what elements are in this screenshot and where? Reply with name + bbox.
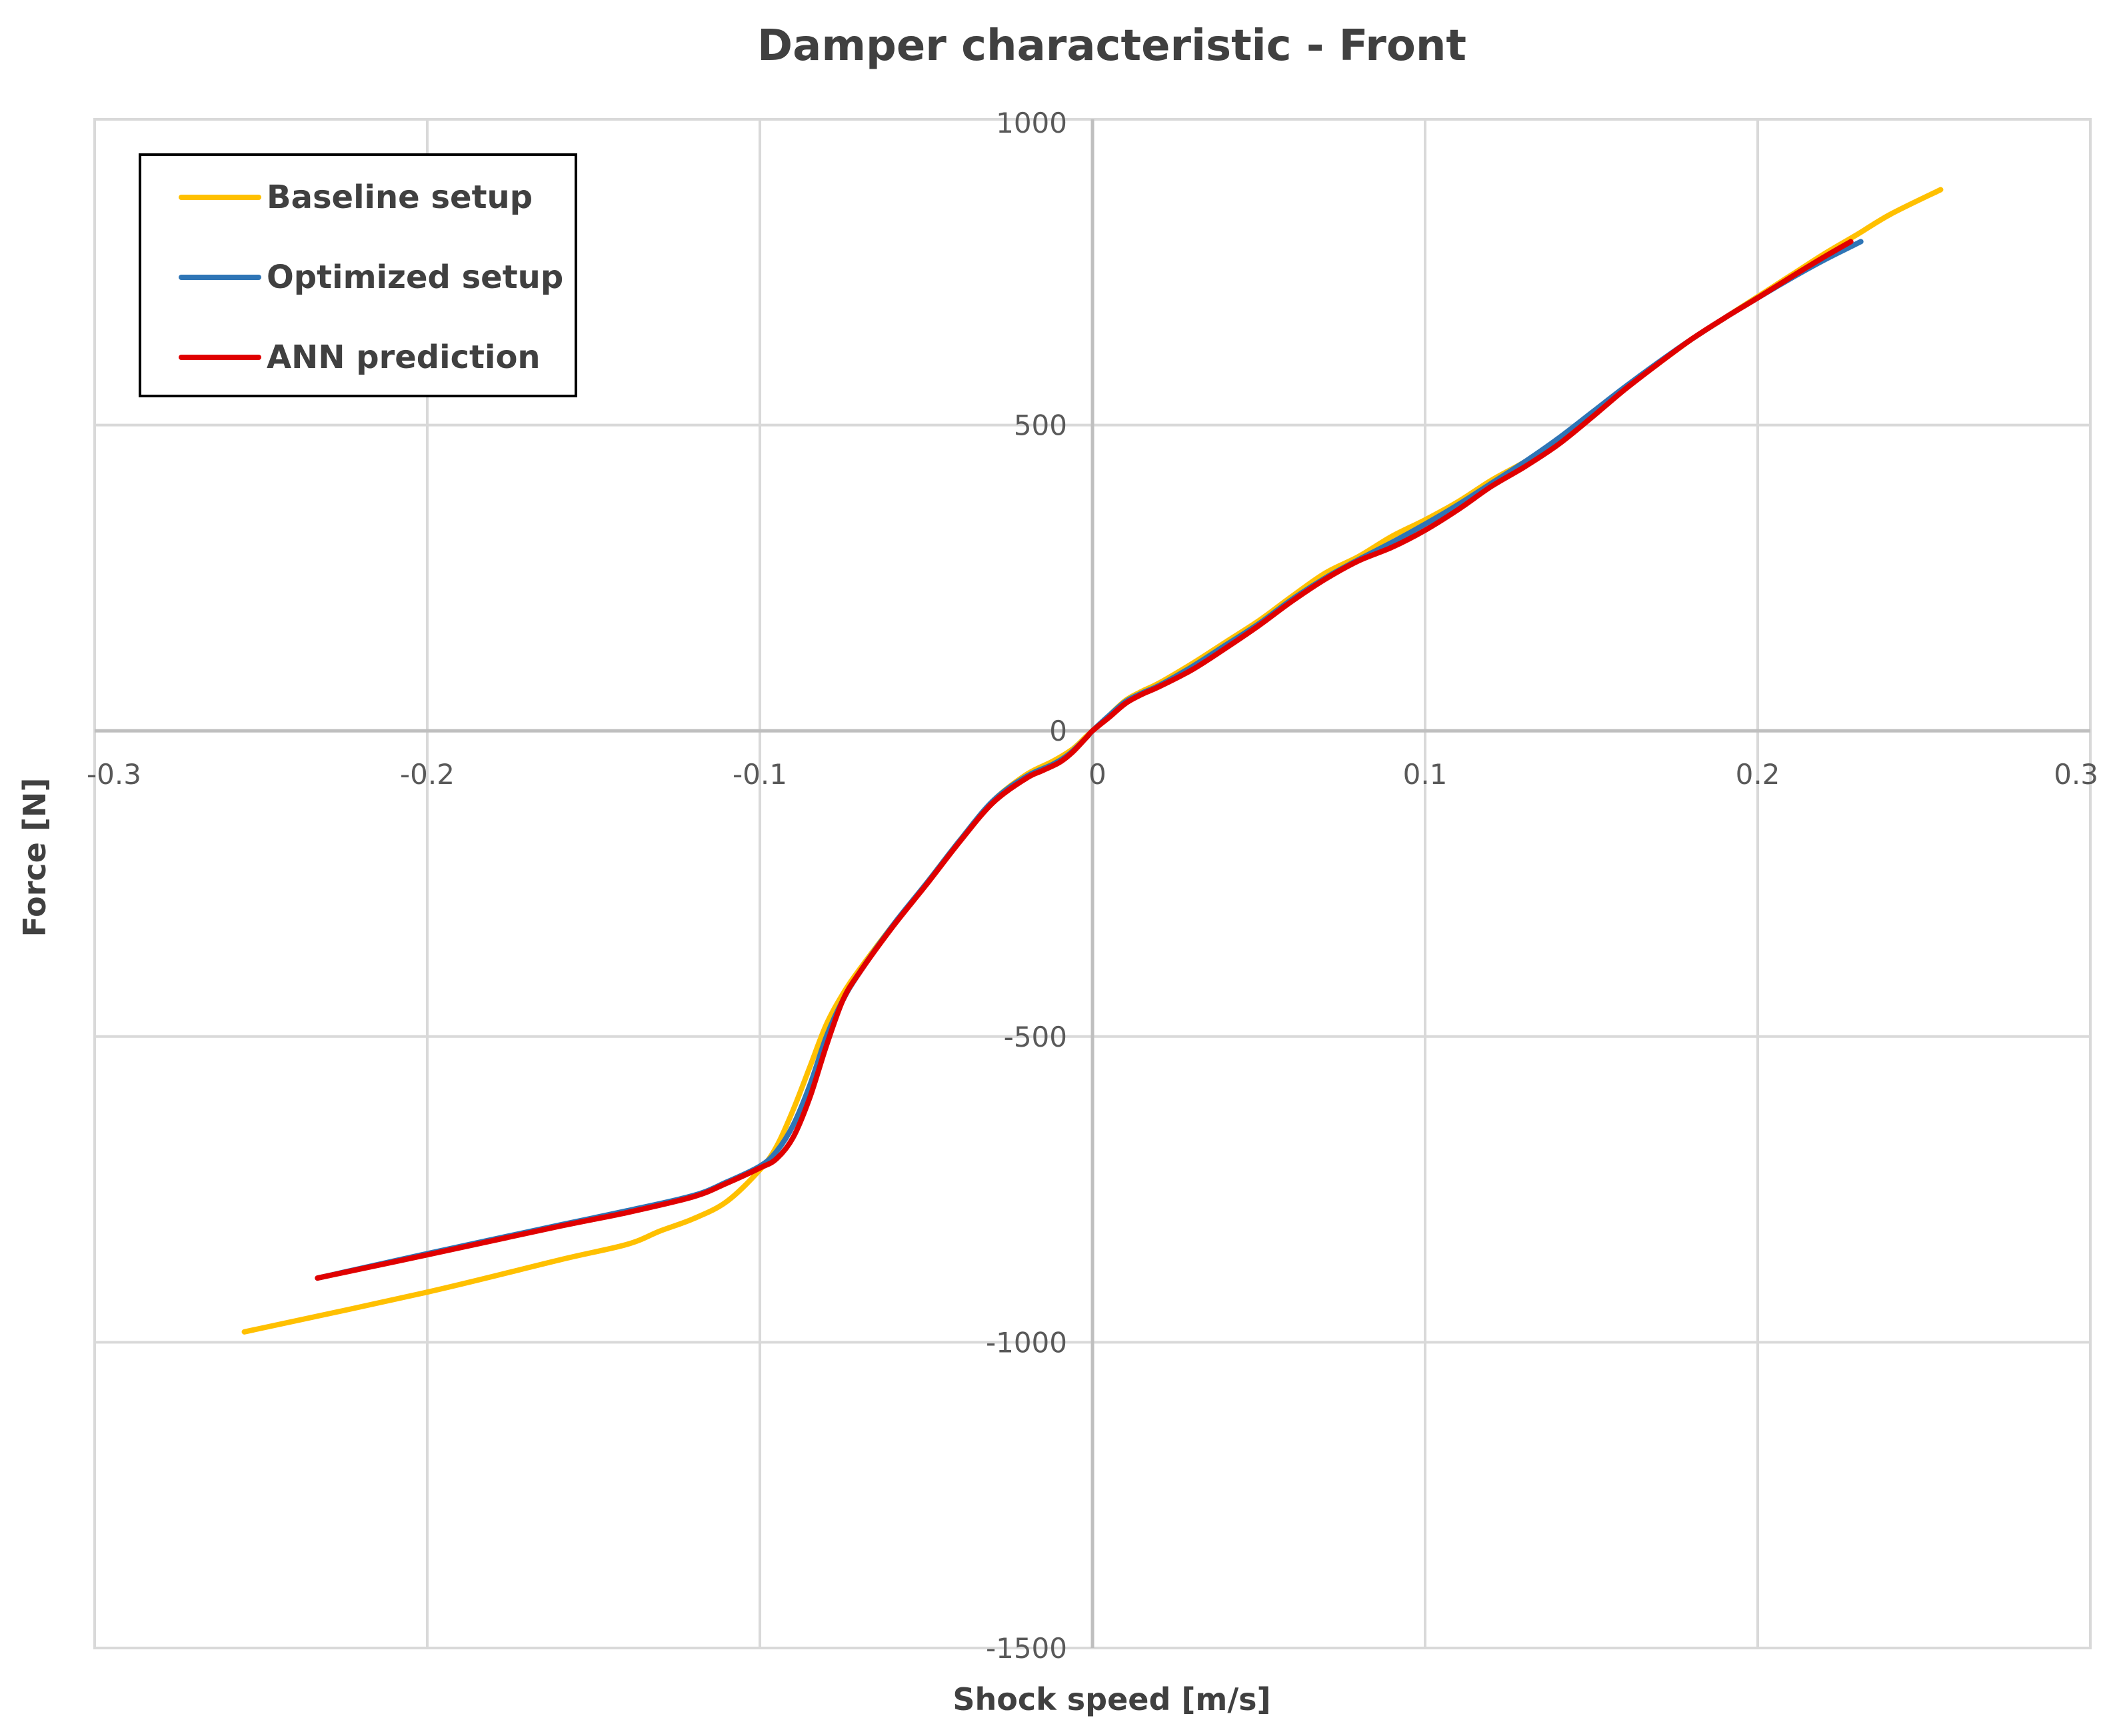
legend: Baseline setup Optimized setup ANN predict… bbox=[139, 153, 577, 397]
y-axis-title: Force [N] bbox=[17, 778, 53, 937]
legend-label-optimized-setup: Optimized setup bbox=[267, 259, 563, 296]
y-tick-label: 0 bbox=[1049, 715, 1067, 747]
x-tick-label: -0.2 bbox=[400, 758, 455, 791]
y-tick-label: -1000 bbox=[986, 1326, 1067, 1359]
y-tick-label: -1500 bbox=[986, 1632, 1067, 1665]
y-tick-label: -500 bbox=[1004, 1021, 1067, 1053]
x-tick-label: 0.2 bbox=[1736, 758, 1780, 791]
x-tick-label: 0.1 bbox=[1403, 758, 1448, 791]
legend-label-ann-prediction: ANN prediction bbox=[267, 339, 541, 376]
x-tick-label: -0.1 bbox=[733, 758, 787, 791]
legend-label-baseline-setup: Baseline setup bbox=[267, 179, 533, 216]
series-line-ann-prediction bbox=[315, 239, 1854, 1281]
series-lines bbox=[241, 187, 1944, 1335]
y-tick-label: 1000 bbox=[996, 107, 1067, 139]
y-tick-label: 500 bbox=[1014, 409, 1067, 442]
x-tick-label: -0.3 bbox=[87, 758, 141, 791]
chart-title: Damper characteristic - Front bbox=[757, 21, 1466, 71]
legend-items: Baseline setup Optimized setup ANN predict… bbox=[179, 179, 563, 376]
tick-labels: -0.3 -0.2 -0.1 0 0.1 0.2 0.3 -1500 -1000 -500 0 500… bbox=[87, 107, 2098, 1665]
x-axis-title: Shock speed [m/s] bbox=[953, 1681, 1270, 1717]
x-tick-label: 0.3 bbox=[2054, 758, 2098, 791]
x-tick-label: 0 bbox=[1088, 758, 1106, 791]
